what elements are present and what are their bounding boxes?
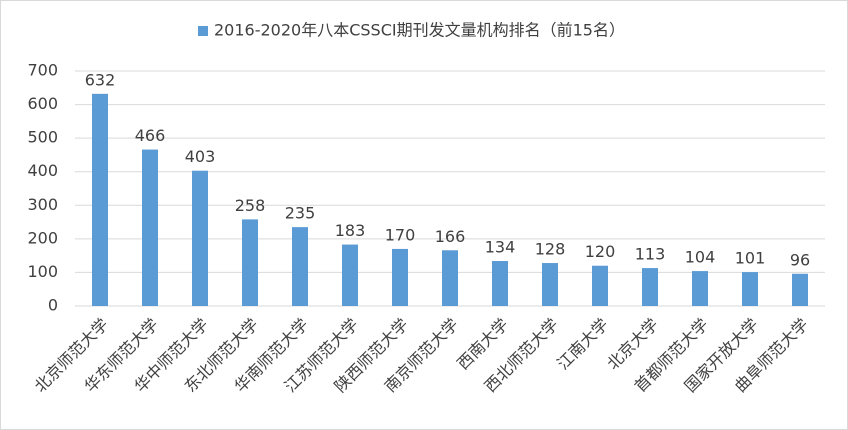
data-label: 96	[790, 250, 810, 269]
bar	[642, 268, 658, 306]
bar	[442, 250, 458, 306]
bar	[92, 93, 108, 306]
bar	[542, 263, 558, 306]
bar	[792, 273, 808, 306]
data-label: 632	[85, 70, 116, 89]
data-label: 134	[485, 238, 516, 257]
bar	[492, 261, 508, 306]
y-tick-label: 100	[27, 262, 58, 281]
y-tick-label: 0	[48, 296, 58, 315]
data-label: 403	[185, 147, 216, 166]
y-tick-label: 300	[27, 195, 58, 214]
bar	[392, 248, 408, 306]
y-tick-label: 700	[27, 61, 58, 80]
data-label: 183	[335, 221, 366, 240]
bar	[142, 149, 158, 306]
y-tick-label: 200	[27, 228, 58, 247]
data-label: 235	[285, 204, 316, 223]
data-label: 170	[385, 225, 416, 244]
bar	[192, 170, 208, 306]
data-label: 104	[685, 248, 716, 267]
data-label: 120	[585, 242, 616, 261]
y-tick-label: 500	[27, 128, 58, 147]
bar	[742, 272, 758, 306]
data-label: 466	[135, 126, 166, 145]
data-label: 258	[235, 196, 266, 215]
data-label: 166	[435, 227, 466, 246]
data-label: 128	[535, 240, 566, 259]
bar	[592, 265, 608, 306]
bar	[292, 227, 308, 306]
bar	[342, 244, 358, 306]
bar	[242, 219, 258, 306]
y-tick-label: 400	[27, 161, 58, 180]
data-label: 101	[735, 249, 766, 268]
legend-label: 2016-2020年八本CSSCI期刊发文量机构排名（前15名）	[214, 21, 625, 40]
data-label: 113	[635, 245, 666, 264]
bar	[692, 271, 708, 306]
legend-swatch	[198, 26, 208, 36]
y-tick-label: 600	[27, 94, 58, 113]
